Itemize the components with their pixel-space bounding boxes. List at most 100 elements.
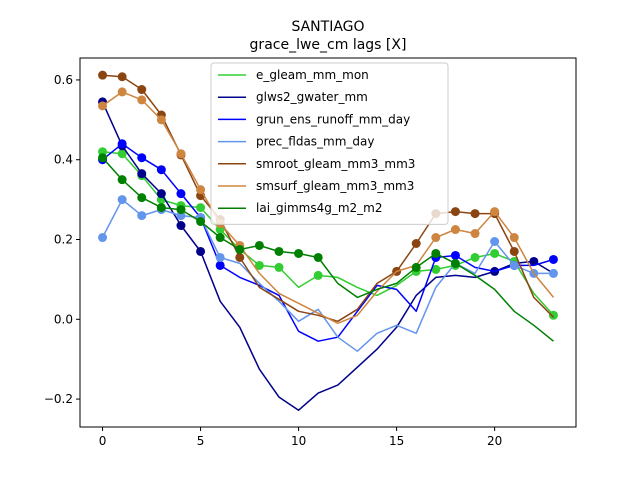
data-point <box>156 115 166 125</box>
data-point <box>137 169 147 179</box>
series-lai_gimms4g_m2_m2 <box>98 153 554 342</box>
legend-item: smroot_gleam_mm3_mm3 <box>218 157 415 171</box>
legend-item: grun_ens_runoff_mm_day <box>218 112 410 126</box>
data-point <box>176 189 186 199</box>
legend-item: e_gleam_mm_mon <box>218 68 369 82</box>
data-point <box>431 264 441 274</box>
data-point <box>137 153 147 163</box>
data-point <box>176 221 186 231</box>
series-line <box>101 101 554 411</box>
data-point <box>548 254 558 264</box>
series-prec_fldas_mm_day <box>98 195 558 352</box>
data-point <box>548 310 558 320</box>
chart-title: SANTIAGO <box>291 19 364 35</box>
data-point <box>490 237 500 247</box>
legend: e_gleam_mm_mon glws2_gwater_mm grun_ens_ru… <box>210 62 449 225</box>
data-point <box>431 248 441 258</box>
data-point <box>470 252 480 262</box>
y-tick-label: 0.2 <box>54 233 73 247</box>
legend-label: smroot_gleam_mm3_mm3 <box>256 157 415 171</box>
legend-label: prec_fldas_mm_day <box>256 135 375 149</box>
data-point <box>548 268 558 278</box>
data-point <box>98 153 108 163</box>
data-point <box>196 217 206 227</box>
legend-label: smsurf_gleam_mm3_mm3 <box>256 179 414 193</box>
data-point <box>274 246 284 256</box>
data-point <box>98 233 108 243</box>
data-point <box>450 207 460 217</box>
data-point <box>490 248 500 258</box>
data-point <box>117 139 127 149</box>
legend-item: glws2_gwater_mm <box>218 90 368 104</box>
legend-item: smsurf_gleam_mm3_mm3 <box>218 179 414 193</box>
series-line <box>102 91 555 325</box>
data-point <box>117 175 127 185</box>
y-tick-label: 0.0 <box>54 312 73 326</box>
data-point <box>176 205 186 215</box>
data-point <box>470 209 480 219</box>
data-point <box>254 240 264 250</box>
x-axis: 0 5 10 15 20 <box>99 427 502 448</box>
data-point <box>98 101 108 111</box>
data-point <box>156 189 166 199</box>
data-point <box>313 270 323 280</box>
data-point <box>196 185 206 195</box>
x-tick-label: 15 <box>389 434 404 448</box>
data-point <box>294 248 304 258</box>
data-point <box>117 195 127 205</box>
data-point <box>117 149 127 159</box>
data-point <box>196 203 206 213</box>
data-point <box>254 260 264 270</box>
y-tick-label: 0.6 <box>54 73 73 87</box>
data-point <box>176 149 186 159</box>
data-point <box>509 246 519 256</box>
legend-label: lai_gimms4g_m2_m2 <box>256 201 383 215</box>
x-tick-label: 10 <box>291 434 306 448</box>
data-point <box>470 229 480 239</box>
x-tick-label: 20 <box>487 434 502 448</box>
data-point <box>98 70 108 80</box>
legend-item: lai_gimms4g_m2_m2 <box>218 201 383 215</box>
y-tick-label: −0.2 <box>44 392 73 406</box>
data-point <box>137 85 147 95</box>
chart-subtitle: grace_lwe_cm lags [X] <box>250 37 407 53</box>
data-point <box>215 233 225 243</box>
legend-frame <box>210 62 449 225</box>
data-point <box>137 95 147 105</box>
data-point <box>509 260 519 270</box>
data-point <box>137 211 147 221</box>
data-point <box>117 87 127 97</box>
data-point <box>196 246 206 256</box>
data-point <box>509 233 519 243</box>
legend-label: grun_ens_runoff_mm_day <box>256 112 410 126</box>
data-point <box>215 260 225 270</box>
plot-area <box>98 70 558 411</box>
data-point <box>235 244 245 254</box>
series-smsurf_gleam_mm3_mm3 <box>98 87 555 325</box>
data-point <box>156 165 166 175</box>
y-tick-label: 0.4 <box>54 153 73 167</box>
data-point <box>411 262 421 272</box>
x-tick-label: 0 <box>99 434 107 448</box>
data-point <box>529 256 539 266</box>
data-point <box>235 252 245 262</box>
data-point <box>215 252 225 262</box>
data-point <box>450 258 460 268</box>
data-point <box>450 250 460 260</box>
legend-label: glws2_gwater_mm <box>256 90 368 104</box>
data-point <box>117 72 127 82</box>
x-tick-label: 5 <box>197 434 205 448</box>
data-point <box>313 252 323 262</box>
legend-item: prec_fldas_mm_day <box>218 135 375 149</box>
y-axis: −0.2 0.0 0.2 0.4 0.6 <box>44 73 80 406</box>
axes-frame <box>79 57 577 428</box>
data-point <box>411 238 421 248</box>
data-point <box>137 193 147 203</box>
data-point <box>274 262 284 272</box>
data-point <box>490 207 500 217</box>
data-point <box>450 225 460 235</box>
data-point <box>156 203 166 213</box>
legend-label: e_gleam_mm_mon <box>256 68 369 82</box>
